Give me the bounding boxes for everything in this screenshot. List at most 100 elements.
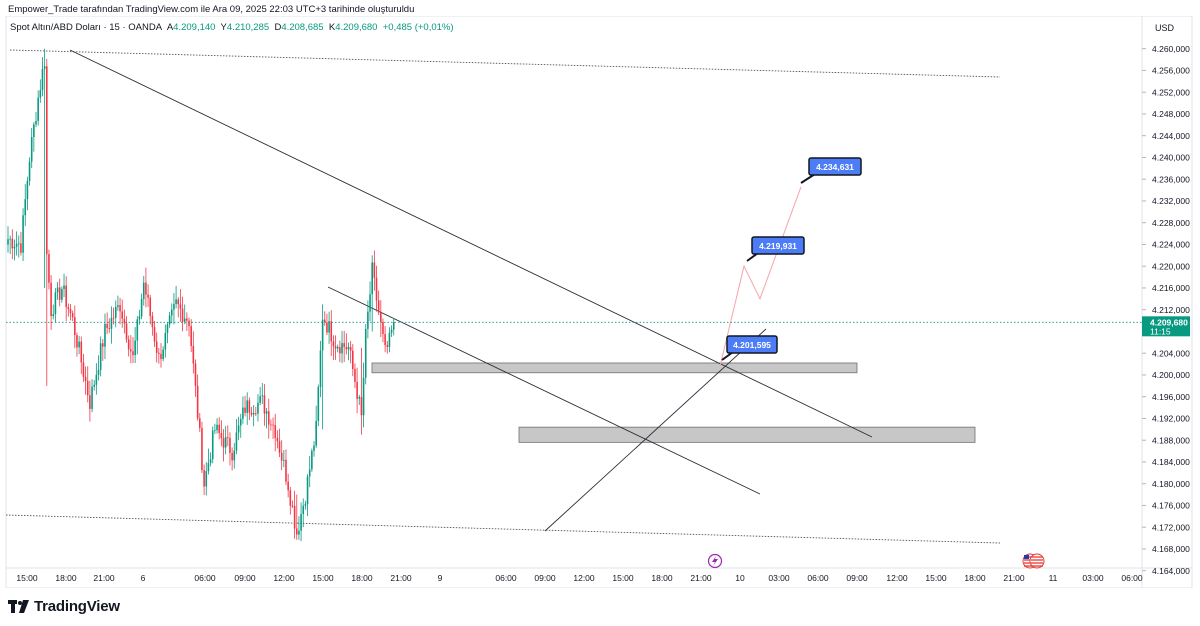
candle-body xyxy=(250,412,253,415)
price-tick-label: 4.220,000 xyxy=(1152,261,1190,271)
candle-body xyxy=(377,300,380,313)
candle-body xyxy=(76,335,78,348)
time-tick-label: 9 xyxy=(438,573,443,583)
candle-body xyxy=(218,424,220,434)
close-value: 4.209,680 xyxy=(335,22,378,33)
candle-body xyxy=(369,294,371,312)
candle-body xyxy=(69,309,72,314)
candle-body xyxy=(276,437,279,442)
channel-bottom-line xyxy=(5,514,1001,544)
time-tick-label: 06:00 xyxy=(495,573,517,583)
price-tick-label: 4.216,000 xyxy=(1152,283,1190,293)
candle-body xyxy=(237,425,240,433)
time-axis[interactable]: 15:00 18:00 21:00 6 06:00 09:00 12:00 15:00 18:0… xyxy=(16,573,1143,583)
candle-body xyxy=(358,397,361,399)
candle-body xyxy=(110,317,113,329)
candle-body xyxy=(278,441,281,453)
symbol-name[interactable]: Spot Altın/ABD Doları · 15 · OANDA xyxy=(10,22,163,33)
candle-body xyxy=(84,376,87,381)
price-tick-label: 4.200,000 xyxy=(1152,370,1190,380)
chart-frame: 4.260,000 4.256,000 4.252,000 4.248,000 4.24… xyxy=(0,15,1200,589)
candle-body xyxy=(166,324,169,334)
time-tick-label: 15:00 xyxy=(925,573,947,583)
candle-body xyxy=(151,316,154,328)
candle-body xyxy=(229,437,231,453)
us-flag-canton xyxy=(1024,555,1029,559)
candle-body xyxy=(216,424,218,431)
candle-body xyxy=(112,317,115,319)
candles-layer xyxy=(7,48,395,542)
candle-body xyxy=(392,322,395,330)
time-tick-label: 03:00 xyxy=(1082,573,1104,583)
time-tick-label: 15:00 xyxy=(312,573,334,583)
candle-body xyxy=(360,397,363,416)
price-tick-label: 4.192,000 xyxy=(1152,414,1190,424)
channel-top-line xyxy=(9,49,1001,78)
price-tick-label: 4.176,000 xyxy=(1152,501,1190,511)
candle-body xyxy=(207,463,210,472)
candle-body xyxy=(382,322,384,334)
tradingview-logo[interactable]: TradingView xyxy=(8,598,120,615)
candle-body xyxy=(48,254,50,283)
candle-body xyxy=(147,294,149,298)
candle-body xyxy=(39,90,42,98)
candle-body xyxy=(145,282,147,295)
candle-body xyxy=(224,437,227,448)
candle-body xyxy=(354,368,356,382)
open-value: 4.209,140 xyxy=(173,22,216,33)
candle-body xyxy=(373,262,376,278)
time-tick-label: 6 xyxy=(141,573,146,583)
candle-body xyxy=(140,298,143,317)
zone-layer xyxy=(371,362,976,443)
candle-body xyxy=(71,313,74,318)
candle-body xyxy=(367,311,369,329)
price-tick-label: 4.212,000 xyxy=(1152,305,1190,315)
candle-body xyxy=(102,343,104,347)
price-tick-label: 4.188,000 xyxy=(1152,435,1190,445)
candle-body xyxy=(304,504,307,506)
trendline-layer xyxy=(5,49,1001,544)
candle-body xyxy=(50,282,52,317)
time-tick-label: 18:00 xyxy=(351,573,373,583)
major-downtrend-line xyxy=(69,49,873,438)
candle-body xyxy=(352,350,354,369)
candle-body xyxy=(244,407,246,413)
candle-body xyxy=(93,384,95,387)
currency-label: USD xyxy=(1155,23,1175,33)
candle-body xyxy=(9,238,11,240)
candlestick-chart[interactable]: 4.260,000 4.256,000 4.252,000 4.248,000 4.24… xyxy=(0,15,1200,589)
candle-body xyxy=(252,413,255,415)
event-markers[interactable] xyxy=(707,553,1045,569)
candle-body xyxy=(41,68,44,91)
candle-body xyxy=(95,374,98,385)
open-label: A xyxy=(166,22,174,33)
price-tick-label: 4.184,000 xyxy=(1152,457,1190,467)
lightning-icon xyxy=(707,553,723,569)
minor-downtrend-line xyxy=(327,286,761,495)
candle-body xyxy=(26,180,29,200)
candle-body xyxy=(17,243,20,245)
candle-body xyxy=(311,450,313,470)
candle-body xyxy=(339,347,341,354)
candle-body xyxy=(211,430,214,460)
candle-body xyxy=(323,319,326,323)
target-label-box xyxy=(726,335,778,354)
candle-body xyxy=(235,432,238,451)
candle-body xyxy=(345,347,348,350)
price-axis[interactable]: 4.260,000 4.256,000 4.252,000 4.248,000 4.24… xyxy=(1142,44,1190,576)
candle-body xyxy=(33,124,35,137)
price-tick-label: 4.168,000 xyxy=(1152,544,1190,554)
price-tick-label: 4.244,000 xyxy=(1152,131,1190,141)
candle-body xyxy=(114,306,117,318)
candle-body xyxy=(255,413,257,414)
candle-body xyxy=(341,343,343,354)
candle-body xyxy=(287,481,289,491)
candle-body xyxy=(222,438,225,448)
time-tick-label: 18:00 xyxy=(964,573,986,583)
candle-body xyxy=(283,459,285,461)
candle-body xyxy=(321,319,324,351)
candle-body xyxy=(315,420,317,446)
candle-body xyxy=(192,345,195,364)
candle-body xyxy=(7,239,9,245)
candle-body xyxy=(164,333,167,350)
